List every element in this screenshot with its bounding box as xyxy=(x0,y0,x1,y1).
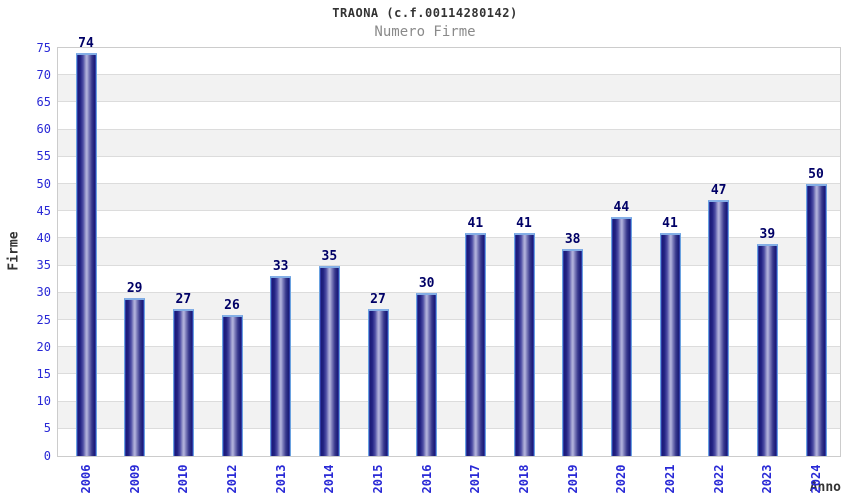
x-tick-label: 2014 xyxy=(322,464,337,494)
bar xyxy=(610,216,632,456)
bar-value-label: 44 xyxy=(613,199,630,215)
x-tick-label: 2020 xyxy=(614,464,629,494)
gridline xyxy=(58,210,840,212)
y-tick-label: 50 xyxy=(36,176,51,191)
gridline xyxy=(58,264,840,266)
bar-value-label: 27 xyxy=(175,292,192,308)
gridline xyxy=(58,155,840,157)
y-tick-label: 25 xyxy=(36,312,51,327)
gridline xyxy=(58,291,840,293)
y-tick-label: 65 xyxy=(36,94,51,109)
bar xyxy=(513,232,535,456)
gridline xyxy=(58,74,840,76)
gridline xyxy=(58,346,840,348)
y-tick-label: 30 xyxy=(36,285,51,300)
bar xyxy=(805,184,827,456)
y-tick-label: 0 xyxy=(43,448,51,463)
grid-band xyxy=(58,75,840,103)
x-tick-label: 2022 xyxy=(711,464,726,494)
bar xyxy=(562,249,584,456)
x-tick-label: 2006 xyxy=(79,464,93,494)
x-tick-label: 2024 xyxy=(809,464,823,494)
x-tick-label: 2021 xyxy=(663,464,677,494)
x-tick-label: 2019 xyxy=(565,464,580,494)
bar-value-label: 38 xyxy=(564,232,581,248)
bar xyxy=(659,232,681,456)
y-tick-label: 20 xyxy=(36,339,51,354)
bar xyxy=(756,243,778,456)
y-tick-label: 55 xyxy=(36,149,51,164)
gridline xyxy=(58,128,840,130)
gridline xyxy=(58,319,840,320)
grid-band xyxy=(58,102,840,130)
grid-band xyxy=(58,156,840,184)
bar xyxy=(464,232,486,456)
y-tick-label: 10 xyxy=(36,394,51,409)
x-tick-label: 2009 xyxy=(127,464,142,494)
gridline xyxy=(58,101,840,103)
x-tick-label: 2018 xyxy=(517,464,531,494)
x-tick-label: 2010 xyxy=(176,464,191,494)
y-tick-label: 75 xyxy=(36,40,51,55)
x-tick-label: 2017 xyxy=(468,464,483,494)
bar xyxy=(416,292,438,456)
bar-value-label: 27 xyxy=(370,292,386,308)
bar xyxy=(318,265,340,456)
y-tick-label: 60 xyxy=(36,122,51,137)
y-tick-label: 35 xyxy=(36,258,51,273)
x-axis-title: Anno xyxy=(809,480,841,495)
y-tick-label: 5 xyxy=(43,421,51,436)
x-tick-label: 2023 xyxy=(760,464,775,494)
bar xyxy=(221,314,243,456)
bar xyxy=(367,309,389,456)
bar-value-label: 41 xyxy=(662,215,678,231)
bar xyxy=(270,276,292,456)
gridline xyxy=(58,400,840,402)
y-tick-label: 40 xyxy=(36,230,51,245)
bar-value-label: 74 xyxy=(78,36,94,52)
grid-band xyxy=(58,129,840,157)
gridline xyxy=(58,237,840,239)
gridline xyxy=(58,373,840,375)
bar-value-label: 41 xyxy=(516,215,532,231)
bar-value-label: 30 xyxy=(418,275,435,291)
bar-value-label: 50 xyxy=(808,167,824,182)
y-tick-label: 45 xyxy=(36,203,51,218)
bar xyxy=(75,53,97,456)
x-tick-label: 2016 xyxy=(419,464,434,494)
plot-area: 74 29 27 26 33 35 27 30 41 41 38 44 41 47 39 50 xyxy=(57,36,841,457)
bar xyxy=(172,309,194,456)
y-tick-label: 15 xyxy=(36,366,51,381)
chart-subtitle: Numero Firme xyxy=(374,24,476,40)
grid-band xyxy=(58,48,840,76)
bar xyxy=(708,200,730,456)
x-tick-label: 2012 xyxy=(225,464,239,494)
x-tick-label: 2015 xyxy=(371,464,385,494)
gridline xyxy=(58,183,840,184)
chart-title: TRAONA (c.f.00114280142) xyxy=(332,6,518,20)
bar xyxy=(124,298,146,456)
bar-value-label: 33 xyxy=(272,259,289,275)
bar-value-label: 35 xyxy=(321,248,338,264)
bar-value-label: 47 xyxy=(710,183,727,199)
x-tick-label: 2013 xyxy=(273,464,288,494)
bar-value-label: 26 xyxy=(224,297,240,313)
bar-value-label: 41 xyxy=(467,215,484,231)
gridline xyxy=(58,427,840,429)
bar-value-label: 39 xyxy=(759,226,776,242)
y-tick-label: 70 xyxy=(36,67,51,82)
bar-value-label: 29 xyxy=(126,281,143,297)
